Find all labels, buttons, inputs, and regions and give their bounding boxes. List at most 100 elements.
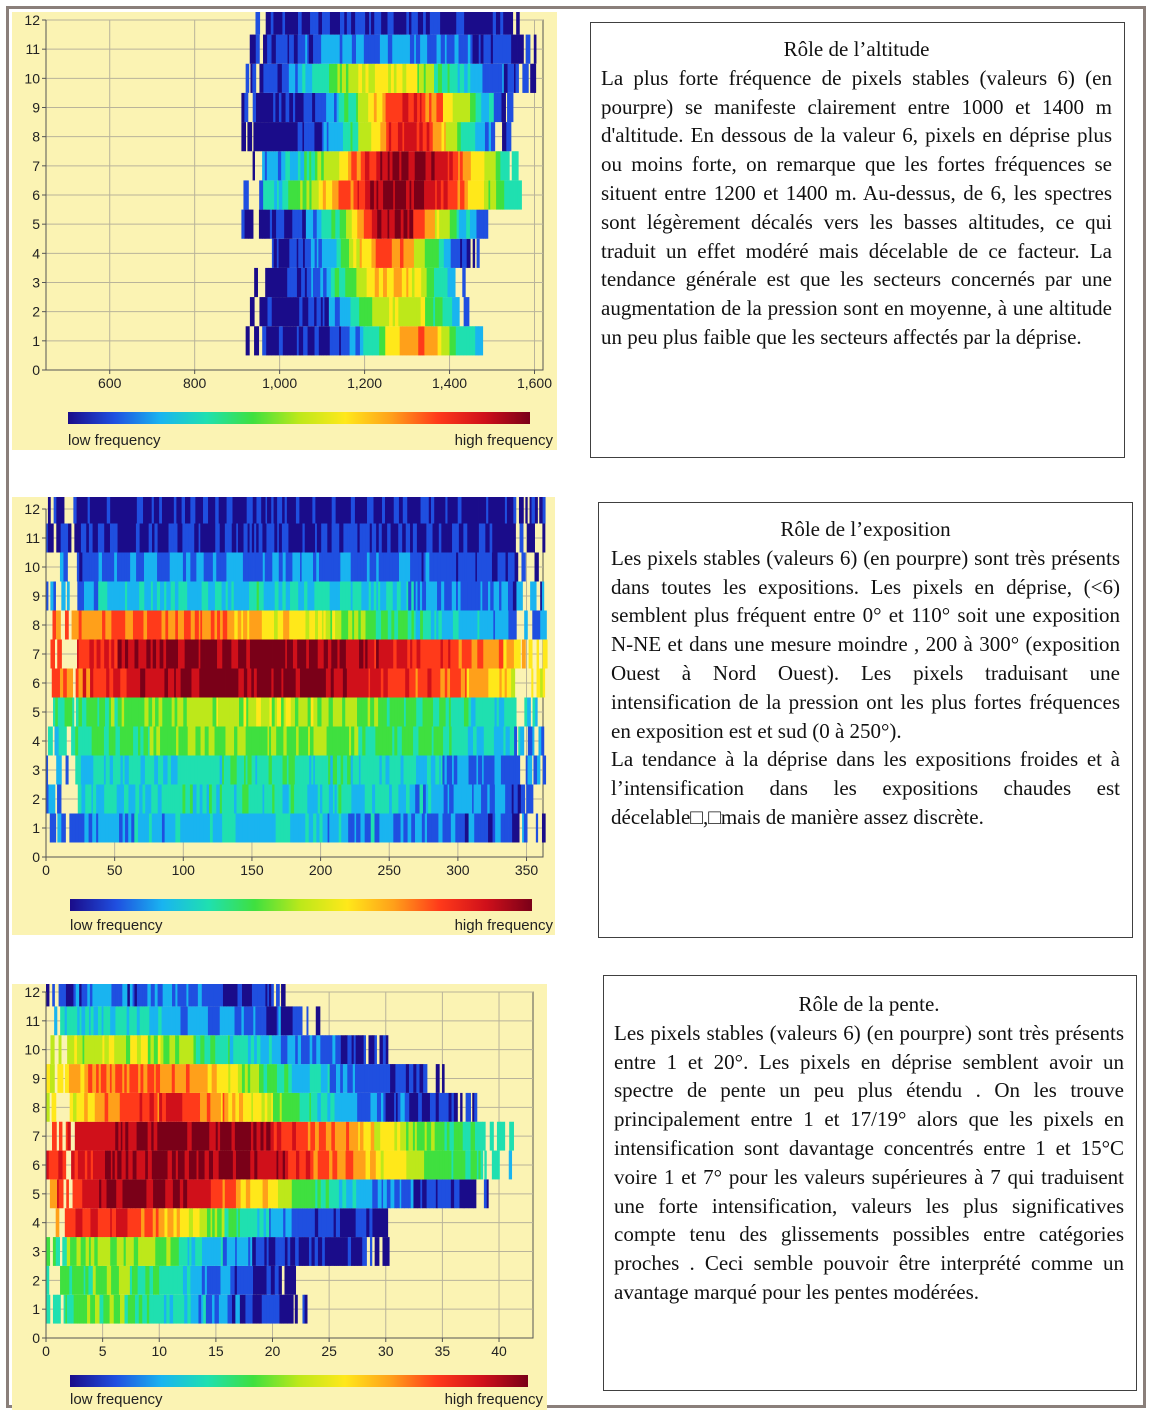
y-tick-label: 6 bbox=[32, 675, 40, 691]
heatmap-cell bbox=[122, 813, 126, 843]
heatmap-cell bbox=[403, 813, 408, 843]
heatmap-cell bbox=[441, 63, 447, 93]
heatmap-cell bbox=[458, 1121, 464, 1151]
heatmap-cell bbox=[118, 984, 123, 1007]
heatmap-cell bbox=[367, 1121, 372, 1151]
heatmap-cell bbox=[119, 1208, 124, 1238]
heatmap-cell bbox=[256, 1092, 259, 1122]
heatmap-cell bbox=[446, 581, 450, 611]
heatmap-cell bbox=[326, 497, 330, 524]
heatmap-cell bbox=[304, 497, 309, 524]
heatmap-cell bbox=[111, 1265, 114, 1295]
heatmap-cell bbox=[103, 1179, 107, 1209]
heatmap-cell bbox=[161, 784, 165, 814]
heatmap-cell bbox=[102, 610, 106, 640]
heatmap-cell bbox=[243, 668, 248, 698]
heatmap-cell bbox=[332, 63, 336, 93]
heatmap-cell bbox=[230, 497, 233, 524]
heatmap-cell bbox=[344, 784, 349, 814]
heatmap-cell bbox=[175, 813, 179, 843]
heatmap-cell bbox=[222, 639, 227, 669]
heatmap-cell bbox=[475, 326, 480, 356]
heatmap-cell bbox=[476, 180, 481, 210]
heatmap-cell bbox=[115, 984, 119, 1007]
heatmap-cell bbox=[329, 1064, 334, 1093]
heatmap-cell bbox=[222, 497, 227, 524]
heatmap-cell bbox=[457, 668, 462, 698]
heatmap-cell bbox=[241, 1035, 245, 1065]
heatmap-cell bbox=[508, 523, 514, 553]
heatmap-cell bbox=[318, 238, 323, 268]
heatmap-cell bbox=[340, 326, 345, 356]
heatmap-cell bbox=[517, 784, 522, 814]
heatmap-cell bbox=[338, 1035, 342, 1065]
heatmap-cell bbox=[324, 497, 328, 524]
heatmap-cell bbox=[335, 697, 339, 727]
heatmap-cell bbox=[489, 813, 493, 843]
heatmap-cell bbox=[509, 755, 515, 785]
heatmap-cell bbox=[330, 1092, 335, 1122]
heatmap-cell bbox=[314, 1064, 318, 1093]
heatmap-cell bbox=[109, 1150, 112, 1180]
heatmap-cell bbox=[224, 1265, 229, 1295]
heatmap-cell bbox=[110, 697, 115, 727]
heatmap-cell bbox=[339, 639, 343, 669]
heatmap-cell bbox=[457, 63, 461, 93]
heatmap-cell bbox=[339, 1208, 344, 1238]
heatmap-cell bbox=[450, 34, 453, 64]
heatmap-cell bbox=[171, 726, 177, 756]
heatmap-cell bbox=[528, 639, 533, 669]
heatmap-cell bbox=[228, 1064, 231, 1093]
heatmap-cell bbox=[92, 784, 97, 814]
heatmap-cell bbox=[541, 581, 545, 611]
heatmap-cell bbox=[137, 610, 142, 640]
heatmap-cell bbox=[179, 610, 185, 640]
heatmap-cell bbox=[433, 34, 437, 64]
heatmap-cell bbox=[491, 1121, 494, 1151]
heatmap-cell bbox=[91, 610, 95, 640]
heatmap-cell bbox=[151, 1237, 156, 1266]
heatmap-cell bbox=[246, 639, 251, 669]
heatmap-cell bbox=[301, 697, 304, 727]
heatmap-cell bbox=[372, 297, 376, 327]
heatmap-cell bbox=[267, 726, 270, 756]
heatmap-cell bbox=[481, 122, 486, 152]
heatmap-cell bbox=[496, 523, 499, 553]
heatmap-cell bbox=[268, 92, 272, 123]
heatmap-cell bbox=[283, 726, 286, 756]
heatmap-cell bbox=[449, 151, 454, 181]
heatmap-cell bbox=[475, 122, 479, 152]
heatmap-cell bbox=[402, 297, 408, 327]
heatmap-cell bbox=[402, 34, 406, 64]
heatmap-cell bbox=[292, 122, 296, 152]
heatmap-cell bbox=[233, 552, 237, 582]
heatmap-cell bbox=[315, 63, 319, 93]
heatmap-cell bbox=[310, 1150, 314, 1180]
heatmap-cell bbox=[352, 639, 355, 669]
heatmap-cell bbox=[389, 552, 393, 582]
y-tick-label: 6 bbox=[32, 187, 40, 203]
heatmap-cell bbox=[541, 813, 546, 843]
heatmap-cell bbox=[157, 984, 161, 1007]
heatmap-cell bbox=[346, 209, 350, 239]
heatmap-cell bbox=[66, 581, 70, 611]
heatmap-cell bbox=[107, 639, 110, 669]
heatmap-cell bbox=[292, 267, 298, 298]
heatmap-cell bbox=[372, 326, 377, 356]
heatmap-cell bbox=[86, 610, 92, 640]
heatmap-cell bbox=[308, 122, 312, 152]
heatmap-cell bbox=[200, 1092, 204, 1122]
heatmap-cell bbox=[245, 180, 249, 210]
heatmap-cell bbox=[409, 1092, 413, 1122]
heatmap-cell bbox=[132, 984, 135, 1007]
heatmap-cell bbox=[305, 784, 308, 814]
heatmap-cell bbox=[263, 668, 268, 698]
heatmap-cell bbox=[353, 180, 358, 210]
heatmap-cell bbox=[159, 1237, 163, 1266]
heatmap-cell bbox=[259, 697, 262, 727]
heatmap-cell bbox=[302, 523, 306, 553]
heatmap-cell bbox=[394, 610, 399, 640]
heatmap-cell bbox=[431, 726, 434, 756]
heatmap-cell bbox=[333, 497, 337, 524]
heatmap-cell bbox=[257, 122, 261, 152]
